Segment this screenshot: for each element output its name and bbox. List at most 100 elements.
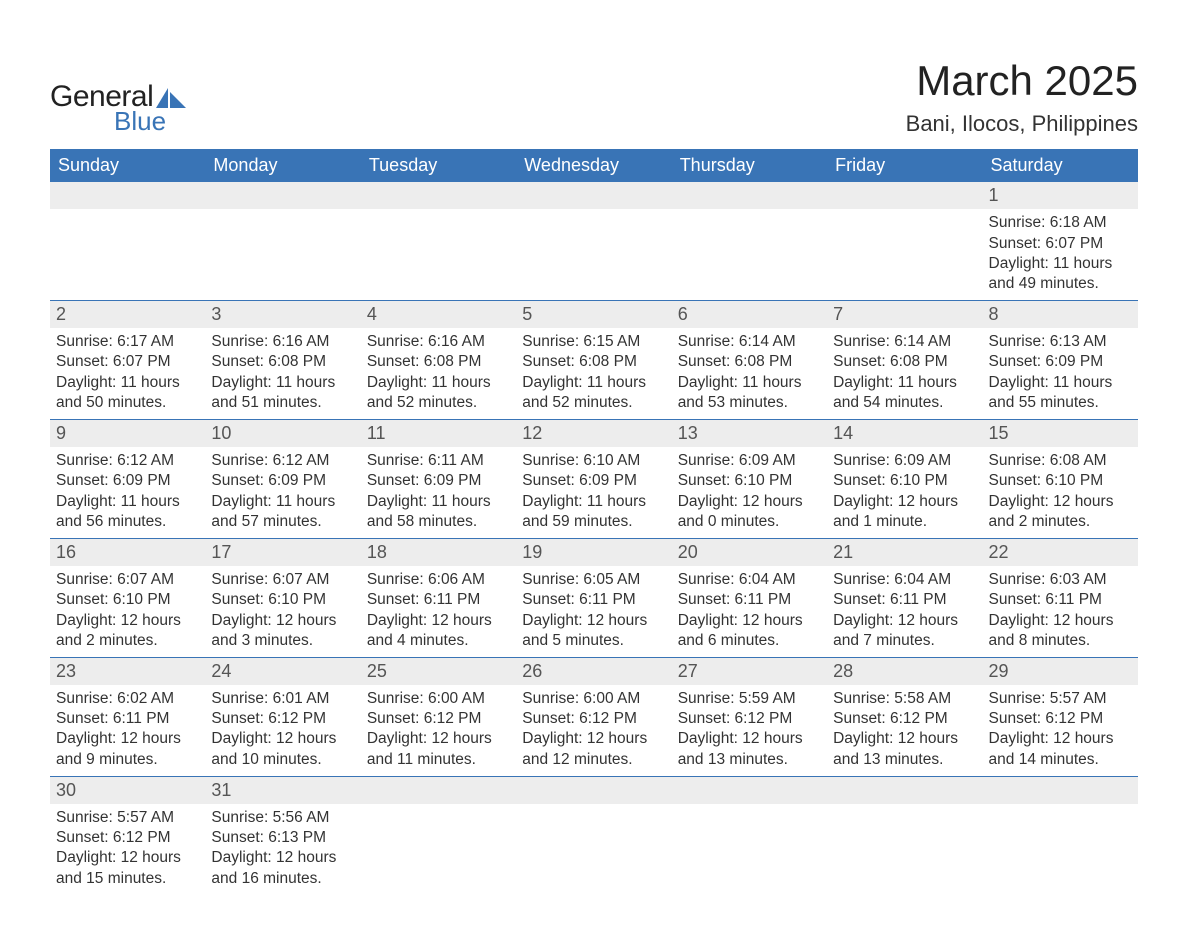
daynum-row: 9101112131415 [50, 419, 1138, 447]
day-number-cell: 16 [50, 538, 205, 566]
day-number-cell: 11 [361, 419, 516, 447]
day-number-cell: 20 [672, 538, 827, 566]
daylight-line: Daylight: 12 hours and 10 minutes. [211, 729, 354, 769]
day-content-cell: Sunrise: 5:58 AMSunset: 6:12 PMDaylight:… [827, 685, 982, 776]
calendar-table: Sunday Monday Tuesday Wednesday Thursday… [50, 149, 1138, 895]
daynum-row: 23242526272829 [50, 657, 1138, 685]
daylight-line: Daylight: 11 hours and 53 minutes. [678, 373, 821, 413]
daylight-line: Daylight: 12 hours and 1 minute. [833, 492, 976, 532]
sunset-line: Sunset: 6:08 PM [522, 352, 665, 372]
day-content-cell [361, 804, 516, 895]
day-number-cell: 15 [983, 419, 1138, 447]
day-number-cell: 26 [516, 657, 671, 685]
daylight-line: Daylight: 11 hours and 49 minutes. [989, 254, 1132, 294]
daylight-line: Daylight: 11 hours and 54 minutes. [833, 373, 976, 413]
day-number-cell: 6 [672, 300, 827, 328]
logo: General Blue [50, 50, 186, 137]
day-content-cell: Sunrise: 5:59 AMSunset: 6:12 PMDaylight:… [672, 685, 827, 776]
day-content-cell: Sunrise: 6:02 AMSunset: 6:11 PMDaylight:… [50, 685, 205, 776]
day-content-cell: Sunrise: 6:09 AMSunset: 6:10 PMDaylight:… [827, 447, 982, 538]
sunset-line: Sunset: 6:09 PM [211, 471, 354, 491]
day-number-cell: 9 [50, 419, 205, 447]
location: Bani, Ilocos, Philippines [906, 111, 1138, 137]
daylight-line: Daylight: 12 hours and 9 minutes. [56, 729, 199, 769]
sunrise-line: Sunrise: 6:10 AM [522, 451, 665, 471]
daylight-line: Daylight: 12 hours and 8 minutes. [989, 611, 1132, 651]
day-content-cell [827, 209, 982, 300]
sunset-line: Sunset: 6:12 PM [56, 828, 199, 848]
sunset-line: Sunset: 6:11 PM [56, 709, 199, 729]
sunrise-line: Sunrise: 6:14 AM [833, 332, 976, 352]
col-thursday: Thursday [672, 149, 827, 182]
day-content-cell [516, 804, 671, 895]
sunset-line: Sunset: 6:07 PM [56, 352, 199, 372]
day-number-cell: 14 [827, 419, 982, 447]
col-tuesday: Tuesday [361, 149, 516, 182]
sunrise-line: Sunrise: 6:04 AM [678, 570, 821, 590]
day-content-cell: Sunrise: 6:05 AMSunset: 6:11 PMDaylight:… [516, 566, 671, 657]
day-number-cell [516, 776, 671, 804]
col-saturday: Saturday [983, 149, 1138, 182]
daylight-line: Daylight: 12 hours and 15 minutes. [56, 848, 199, 888]
day-content-cell: Sunrise: 6:06 AMSunset: 6:11 PMDaylight:… [361, 566, 516, 657]
day-content-cell: Sunrise: 6:12 AMSunset: 6:09 PMDaylight:… [50, 447, 205, 538]
day-content-cell: Sunrise: 6:16 AMSunset: 6:08 PMDaylight:… [361, 328, 516, 419]
day-content-cell: Sunrise: 6:14 AMSunset: 6:08 PMDaylight:… [827, 328, 982, 419]
day-number-cell: 3 [205, 300, 360, 328]
calendar-body: 1Sunrise: 6:18 AMSunset: 6:07 PMDaylight… [50, 182, 1138, 895]
daylight-line: Daylight: 12 hours and 3 minutes. [211, 611, 354, 651]
sunrise-line: Sunrise: 6:16 AM [211, 332, 354, 352]
sunset-line: Sunset: 6:10 PM [56, 590, 199, 610]
col-wednesday: Wednesday [516, 149, 671, 182]
day-content-cell: Sunrise: 6:17 AMSunset: 6:07 PMDaylight:… [50, 328, 205, 419]
sunrise-line: Sunrise: 5:57 AM [56, 808, 199, 828]
sunset-line: Sunset: 6:09 PM [56, 471, 199, 491]
daylight-line: Daylight: 12 hours and 12 minutes. [522, 729, 665, 769]
sunrise-line: Sunrise: 5:58 AM [833, 689, 976, 709]
daylight-line: Daylight: 12 hours and 13 minutes. [678, 729, 821, 769]
day-content-cell: Sunrise: 6:08 AMSunset: 6:10 PMDaylight:… [983, 447, 1138, 538]
day-content-cell [983, 804, 1138, 895]
sunset-line: Sunset: 6:12 PM [989, 709, 1132, 729]
day-number-cell: 30 [50, 776, 205, 804]
day-content-cell: Sunrise: 6:16 AMSunset: 6:08 PMDaylight:… [205, 328, 360, 419]
day-number-cell [827, 182, 982, 209]
day-content-cell [672, 209, 827, 300]
sunset-line: Sunset: 6:12 PM [522, 709, 665, 729]
day-number-cell [827, 776, 982, 804]
day-number-cell: 17 [205, 538, 360, 566]
day-number-cell [672, 776, 827, 804]
sunrise-line: Sunrise: 6:04 AM [833, 570, 976, 590]
sunset-line: Sunset: 6:11 PM [678, 590, 821, 610]
day-number-cell: 8 [983, 300, 1138, 328]
daylight-line: Daylight: 11 hours and 52 minutes. [522, 373, 665, 413]
day-content-cell: Sunrise: 6:09 AMSunset: 6:10 PMDaylight:… [672, 447, 827, 538]
day-content-cell [672, 804, 827, 895]
day-number-cell [983, 776, 1138, 804]
sunset-line: Sunset: 6:10 PM [211, 590, 354, 610]
day-content-cell: Sunrise: 6:00 AMSunset: 6:12 PMDaylight:… [516, 685, 671, 776]
day-number-cell: 18 [361, 538, 516, 566]
day-number-cell: 13 [672, 419, 827, 447]
page-title: March 2025 [906, 57, 1138, 105]
daylight-line: Daylight: 11 hours and 50 minutes. [56, 373, 199, 413]
day-number-cell: 12 [516, 419, 671, 447]
sunset-line: Sunset: 6:09 PM [367, 471, 510, 491]
day-number-cell: 27 [672, 657, 827, 685]
sunrise-line: Sunrise: 5:57 AM [989, 689, 1132, 709]
daylight-line: Daylight: 12 hours and 13 minutes. [833, 729, 976, 769]
sunset-line: Sunset: 6:12 PM [211, 709, 354, 729]
daylight-line: Daylight: 12 hours and 5 minutes. [522, 611, 665, 651]
daynum-row: 1 [50, 182, 1138, 209]
sunrise-line: Sunrise: 6:09 AM [678, 451, 821, 471]
sunrise-line: Sunrise: 6:16 AM [367, 332, 510, 352]
daynum-row: 2345678 [50, 300, 1138, 328]
daylight-line: Daylight: 12 hours and 2 minutes. [56, 611, 199, 651]
daylight-line: Daylight: 11 hours and 55 minutes. [989, 373, 1132, 413]
day-number-cell [205, 182, 360, 209]
sunset-line: Sunset: 6:12 PM [367, 709, 510, 729]
day-content-cell [50, 209, 205, 300]
sunset-line: Sunset: 6:08 PM [833, 352, 976, 372]
day-content-cell: Sunrise: 6:07 AMSunset: 6:10 PMDaylight:… [50, 566, 205, 657]
daylight-line: Daylight: 11 hours and 57 minutes. [211, 492, 354, 532]
